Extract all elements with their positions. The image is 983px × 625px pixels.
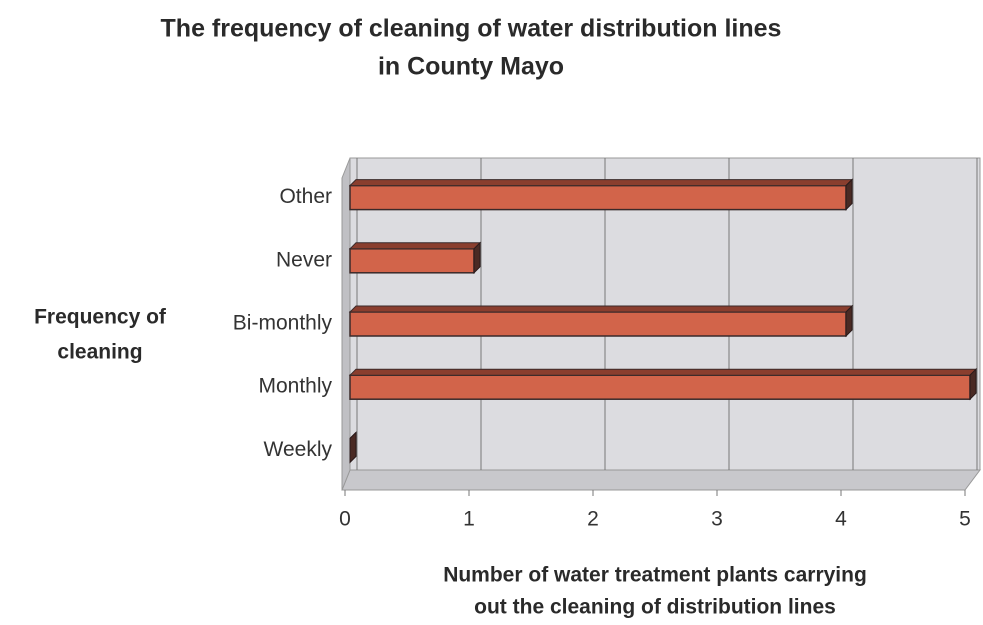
bar-end: [845, 304, 853, 338]
bar-top: [348, 305, 854, 313]
chart-title: The frequency of cleaning of water distr…: [161, 15, 782, 43]
plot-floor: [341, 469, 981, 491]
bar: [349, 311, 847, 337]
y-tick-label: Bi-monthly: [233, 312, 333, 335]
bar: [349, 374, 971, 400]
bar-end: [473, 241, 481, 275]
x-tick-label: 1: [463, 508, 475, 531]
bar-top: [348, 368, 978, 376]
x-tick-label: 2: [587, 508, 599, 531]
chart-title: in County Mayo: [378, 53, 564, 81]
x-tick-label: 4: [835, 508, 847, 531]
bar: [349, 184, 847, 211]
y-tick-label: Weekly: [264, 438, 333, 461]
x-tick-label: 3: [711, 508, 723, 531]
y-tick-label: Monthly: [258, 375, 332, 398]
x-axis-label: out the cleaning of distribution lines: [474, 596, 836, 619]
bar-top: [348, 179, 854, 187]
bar-end: [969, 367, 977, 401]
plot-side: [341, 157, 351, 491]
x-tick-label: 0: [339, 508, 351, 531]
y-axis-label: cleaning: [57, 341, 142, 364]
bar: [349, 248, 475, 274]
x-tick-label: 5: [959, 508, 971, 531]
bar-end: [349, 431, 357, 464]
x-axis-label: Number of water treatment plants carryin…: [443, 564, 867, 587]
bar-end: [845, 178, 853, 211]
y-tick-label: Other: [279, 185, 332, 208]
bar-top: [348, 242, 482, 250]
y-axis-label: Frequency of: [34, 306, 167, 329]
y-tick-label: Never: [276, 248, 332, 271]
